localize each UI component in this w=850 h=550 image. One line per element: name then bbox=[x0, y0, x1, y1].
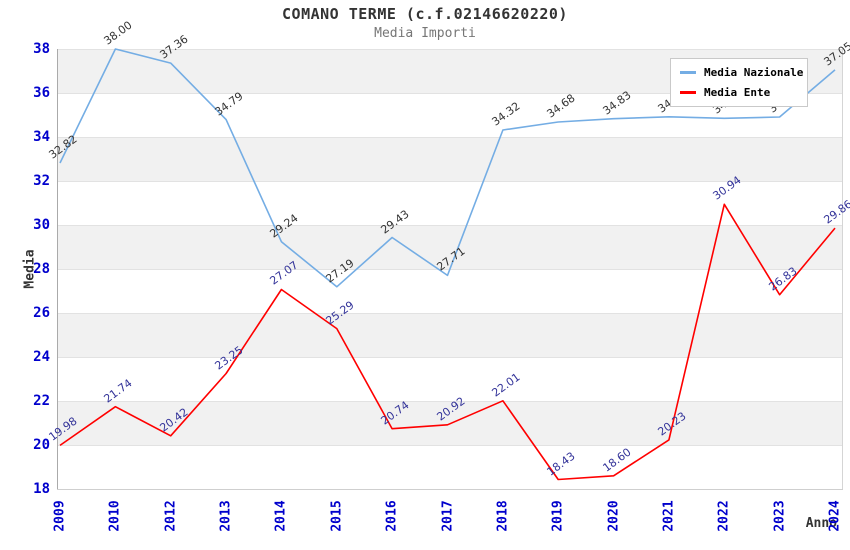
x-axis-tick-label: 2016 bbox=[384, 500, 400, 532]
x-axis-line bbox=[57, 489, 843, 490]
y-axis-line bbox=[57, 49, 58, 490]
plot-area: 32.82 38.00 37.36 34.79 29.24 27.19 29.43 27.71… bbox=[46, 18, 850, 489]
y-axis-tick-label: 24 bbox=[33, 349, 50, 365]
y-axis-tick-label: 32 bbox=[33, 173, 50, 189]
x-axis-tick-label: 2009 bbox=[52, 500, 68, 532]
y-axis-tick-label: 18 bbox=[33, 481, 50, 497]
y-axis-tick-label: 36 bbox=[33, 85, 50, 101]
line-swatch-nazionale-icon bbox=[680, 71, 696, 74]
legend-item-media-nazionale: Media Nazionale bbox=[680, 66, 803, 79]
chart-title: COMANO TERME (c.f.02146620220) bbox=[282, 5, 568, 23]
x-axis-tick-label: 2017 bbox=[440, 500, 455, 532]
plot-band bbox=[58, 313, 842, 357]
legend-item-media-ente: Media Ente bbox=[680, 86, 798, 99]
x-axis-tick-label: 2020 bbox=[606, 500, 622, 532]
legend: Media Nazionale Media Ente bbox=[670, 58, 808, 107]
plot-band bbox=[58, 445, 842, 489]
x-axis-tick-label: 2012 bbox=[163, 500, 179, 532]
y-axis-tick-label: 20 bbox=[33, 437, 50, 453]
x-axis-tick-label: 2014 bbox=[273, 500, 289, 532]
y-axis-tick-label: 22 bbox=[33, 393, 50, 409]
series-lines bbox=[59, 48, 836, 481]
chart-subtitle: Media Importi bbox=[374, 26, 476, 41]
x-axis-tick-label: 2013 bbox=[218, 500, 234, 532]
plot-band bbox=[58, 181, 842, 225]
plot-band bbox=[58, 137, 842, 181]
line-swatch-ente-icon bbox=[680, 91, 696, 94]
x-axis-tick-label: 2019 bbox=[550, 500, 566, 532]
x-axis-tick-label: 2010 bbox=[107, 500, 123, 532]
plot-band bbox=[58, 357, 842, 401]
x-axis-tick-label: 2018 bbox=[495, 500, 511, 532]
y-axis-tick-label: 34 bbox=[33, 129, 50, 145]
plot-right-border bbox=[842, 49, 843, 490]
y-axis-tick-label: 26 bbox=[33, 305, 50, 321]
y-axis-tick-label: 28 bbox=[33, 261, 50, 277]
x-axis-title: Anno bbox=[805, 516, 837, 531]
legend-label-media-ente: Media Ente bbox=[704, 86, 771, 99]
x-axis-tick-label: 2015 bbox=[329, 500, 345, 532]
series-line-media-nazionale bbox=[59, 48, 836, 288]
series-line-media-ente bbox=[59, 203, 836, 481]
x-axis-tick-label: 2022 bbox=[716, 500, 732, 532]
y-axis-tick-label: 38 bbox=[33, 41, 50, 57]
x-axis-tick-label: 2021 bbox=[661, 500, 677, 532]
y-axis-tick-label: 30 bbox=[33, 217, 50, 233]
legend-label-media-nazionale: Media Nazionale bbox=[704, 66, 804, 79]
x-axis-tick-label: 2024 bbox=[827, 500, 843, 532]
x-axis-tick-label: 2023 bbox=[772, 500, 788, 532]
